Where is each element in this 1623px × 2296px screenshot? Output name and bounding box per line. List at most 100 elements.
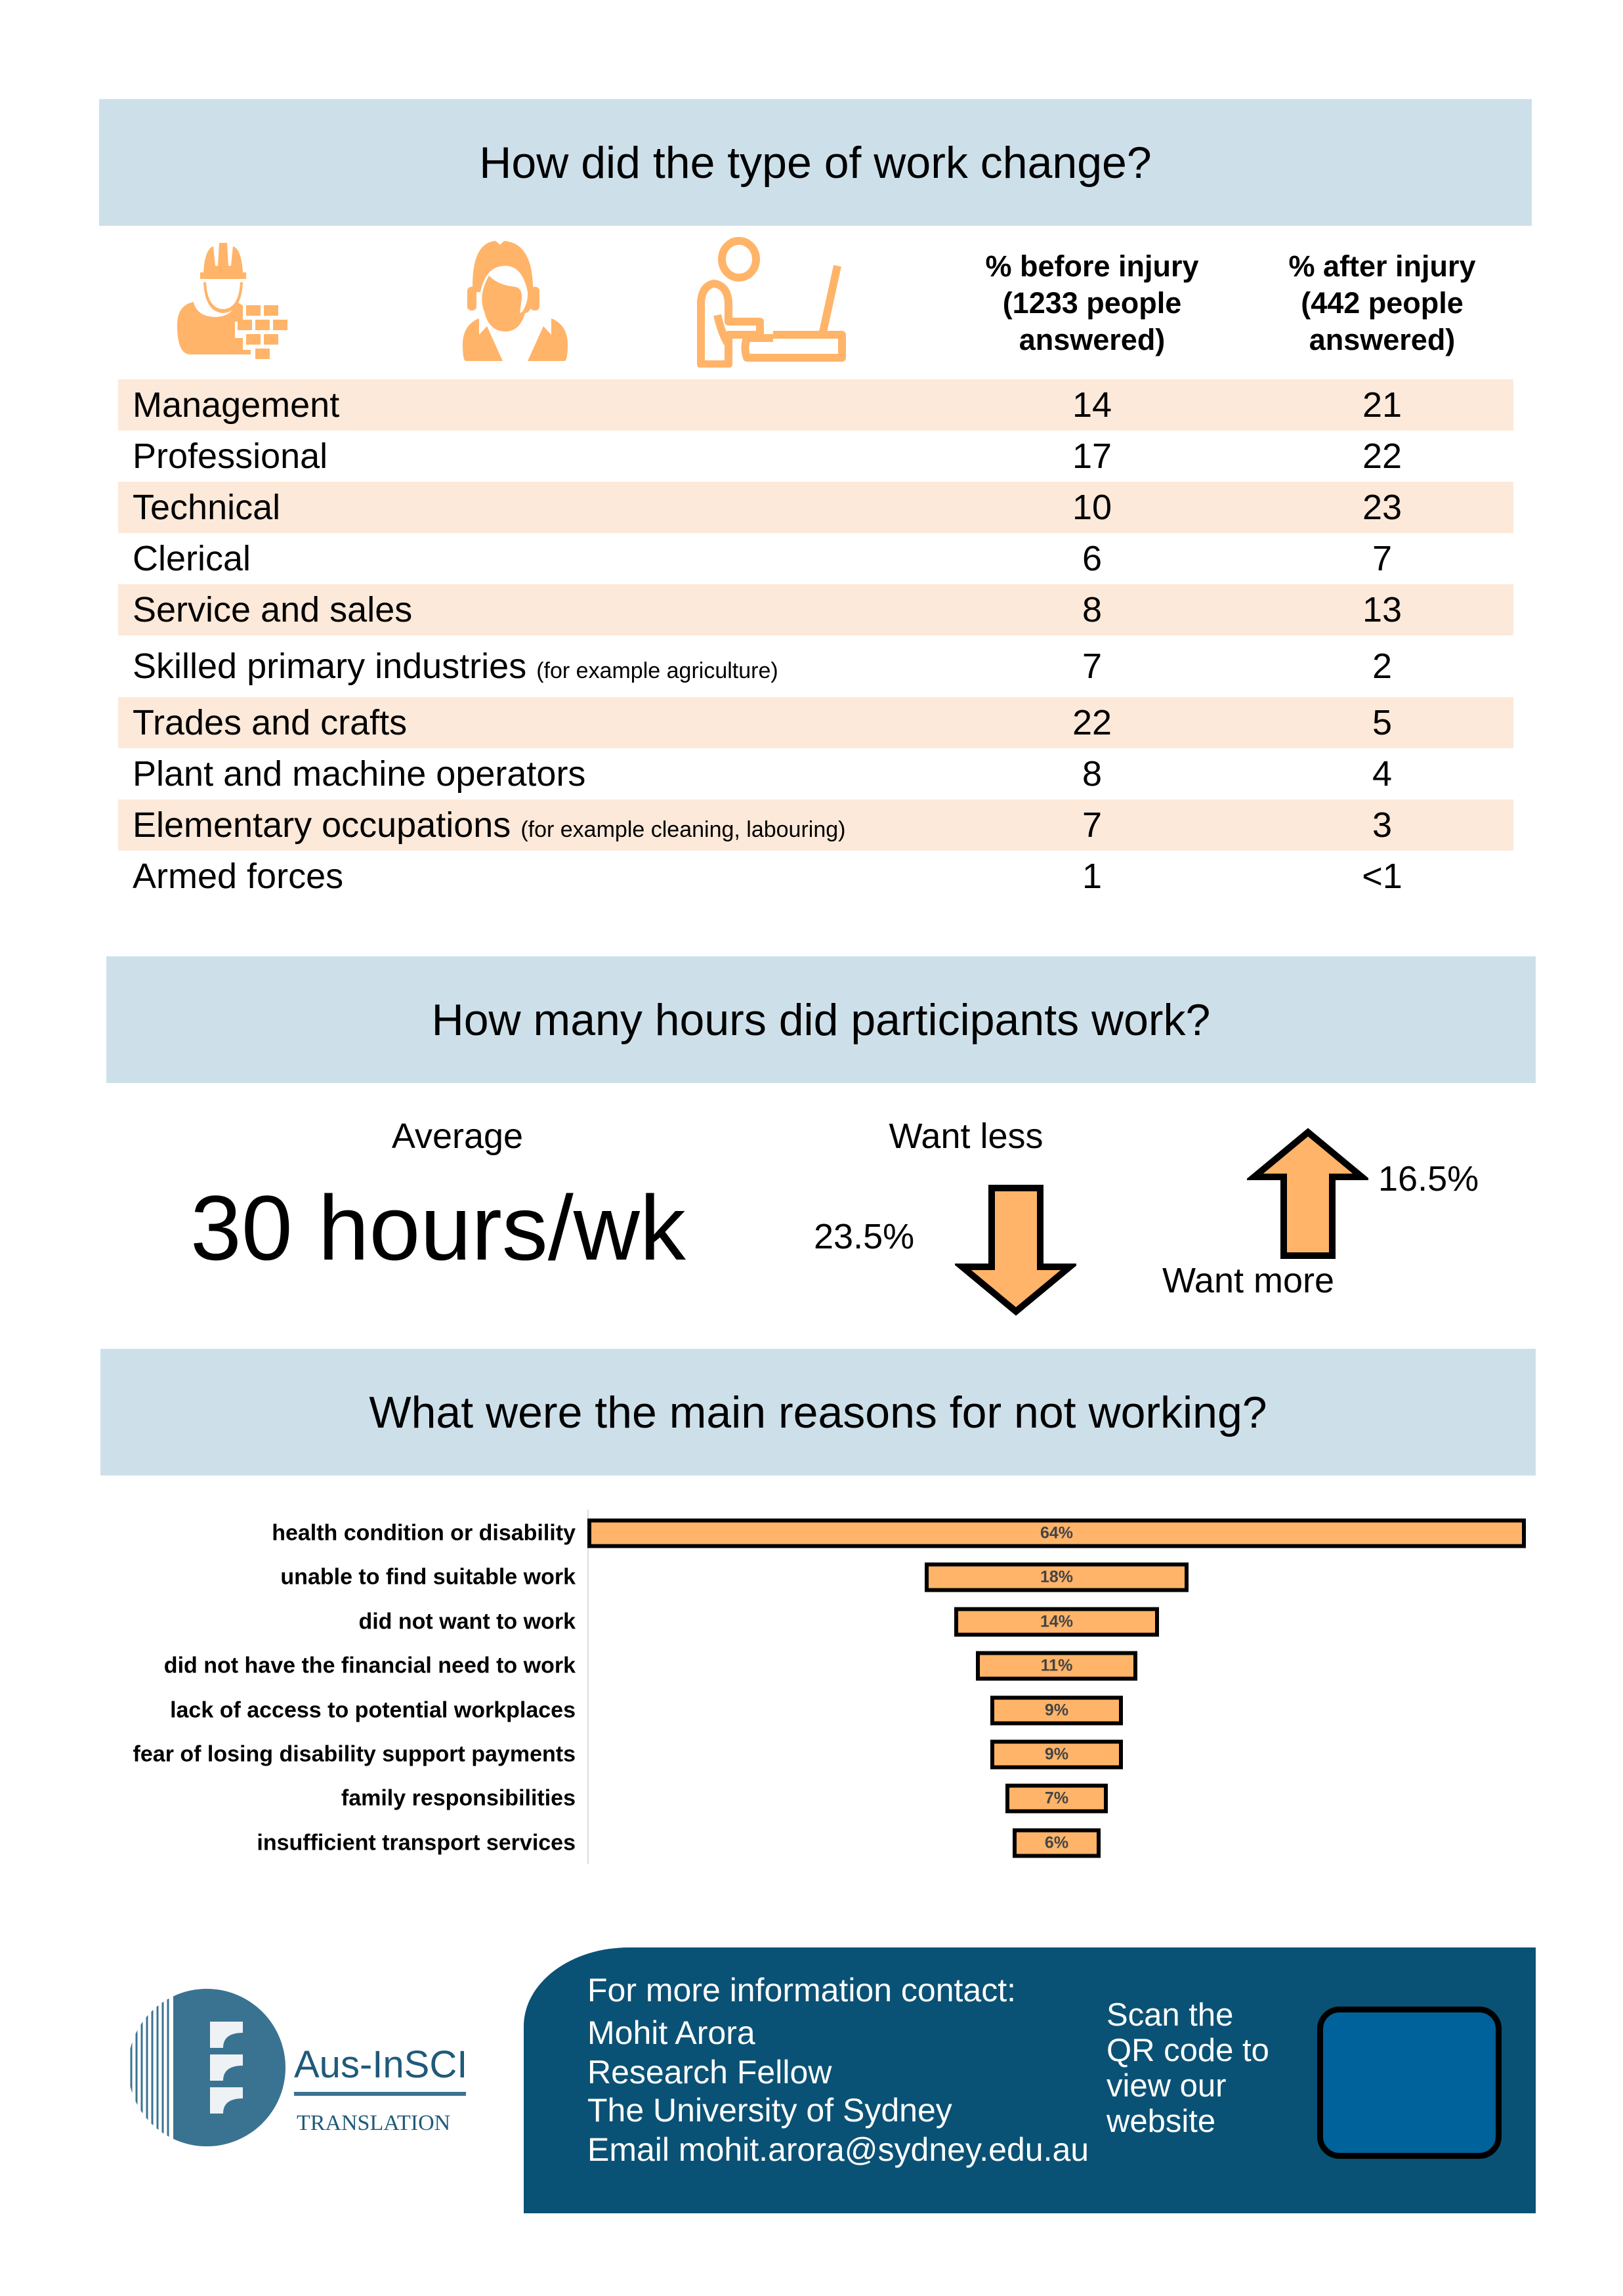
aus-insci-logo: Aus-InSCI TRANSLATION	[128, 1989, 467, 2146]
row-label: Skilled primary industries (for example …	[133, 647, 778, 686]
value-after: 7	[1372, 539, 1393, 578]
value-before: 1	[1082, 857, 1103, 896]
logo-subtext: TRANSLATION	[297, 2111, 450, 2135]
row-label: Technical	[133, 488, 281, 527]
chart-data-label: 9%	[1044, 1745, 1069, 1764]
col-before-line: (1233 people	[1002, 286, 1182, 320]
value-after: 22	[1362, 436, 1402, 476]
col-before-line: answered)	[1019, 323, 1166, 356]
row-note: (for example agriculture)	[536, 658, 778, 683]
chart-data-label: 18%	[1040, 1567, 1074, 1586]
table-row: Elementary occupations (for example clea…	[118, 799, 1513, 851]
office-worker-laptop-icon	[697, 237, 846, 368]
section-title: What were the main reasons for not worki…	[369, 1387, 1267, 1437]
chart-axis-line	[587, 1510, 589, 1864]
chart-data-label: 7%	[1044, 1789, 1069, 1808]
table-row: Clerical 6 7	[118, 533, 1513, 584]
value-after: <1	[1362, 857, 1402, 896]
row-label: Professional	[133, 436, 328, 476]
value-before: 7	[1082, 647, 1103, 686]
chart-bar: 9%	[990, 1695, 1123, 1726]
value-after: 3	[1372, 805, 1393, 845]
row-label: Management	[133, 385, 340, 425]
chart-category-label: family responsibilities	[341, 1785, 576, 1811]
qr-instruction-line: view our	[1107, 2068, 1227, 2104]
value-after: 23	[1362, 488, 1402, 527]
qr-instruction-line: website	[1107, 2104, 1216, 2139]
table-row: Service and sales 8 13	[118, 584, 1513, 635]
value-before: 10	[1072, 488, 1112, 527]
value-before: 22	[1072, 703, 1112, 742]
qr-instruction-line: QR code to	[1107, 2033, 1269, 2068]
chart-bar: 9%	[990, 1739, 1123, 1770]
table-row: Management 14 21	[118, 379, 1513, 431]
chart-category-label: did not want to work	[358, 1609, 576, 1634]
chart-category-label: lack of access to potential workplaces	[170, 1697, 576, 1723]
chart-bar: 6%	[1012, 1828, 1101, 1858]
col-after-line: answered)	[1309, 323, 1456, 356]
construction-worker-icon	[177, 243, 287, 359]
chart-category-label: health condition or disability	[272, 1520, 576, 1546]
call-center-agent-icon	[463, 241, 568, 361]
average-hours-value: 30 hours/wk	[190, 1176, 686, 1279]
table-row: Plant and machine operators 8 4	[118, 748, 1513, 799]
chart-data-label: 11%	[1040, 1656, 1073, 1675]
chart-data-label: 6%	[1044, 1833, 1069, 1852]
chart-data-label: 14%	[1040, 1612, 1074, 1631]
chart-bar: 11%	[976, 1651, 1137, 1681]
qr-instruction-line: Scan the	[1107, 1997, 1234, 2033]
row-label: Trades and crafts	[133, 703, 408, 742]
chart-bar: 14%	[954, 1607, 1160, 1637]
contact-email[interactable]: Email mohit.arora@sydney.edu.au	[587, 2131, 1089, 2168]
row-label: Elementary occupations (for example clea…	[133, 805, 846, 845]
row-note: (for example cleaning, labouring)	[520, 817, 846, 842]
section-header-work-type: How did the type of work change?	[99, 99, 1532, 226]
contact-line: For more information contact:	[587, 1972, 1017, 2009]
column-header-after: % after injury (442 people answered)	[1251, 248, 1513, 358]
value-after: 2	[1372, 647, 1393, 686]
chart-category-label: insufficient transport services	[257, 1830, 576, 1856]
section-title: How many hours did participants work?	[431, 994, 1211, 1045]
contact-line: Research Fellow	[587, 2054, 832, 2091]
arrow-down-icon	[955, 1185, 1076, 1316]
table-row: Armed forces 1 <1	[118, 851, 1513, 902]
value-after: 5	[1372, 703, 1393, 742]
chart-bar: 7%	[1005, 1783, 1108, 1814]
table-row: Skilled primary industries (for example …	[118, 635, 1513, 697]
value-before: 6	[1082, 539, 1103, 578]
want-less-label: Want less	[889, 1116, 1043, 1156]
row-label: Plant and machine operators	[133, 754, 586, 794]
chart-data-label: 9%	[1044, 1701, 1069, 1720]
column-header-before: % before injury (1233 people answered)	[961, 248, 1223, 358]
value-after: 4	[1372, 754, 1393, 794]
chart-bar: 64%	[587, 1518, 1526, 1548]
want-more-label: Want more	[1162, 1261, 1335, 1300]
col-after-line: (442 people	[1301, 286, 1464, 320]
section-title: How did the type of work change?	[479, 137, 1152, 188]
row-label: Clerical	[133, 539, 251, 578]
chart-data-label: 64%	[1040, 1523, 1074, 1542]
row-label: Armed forces	[133, 857, 344, 896]
chart-category-label: did not have the financial need to work	[163, 1653, 576, 1678]
average-label: Average	[391, 1116, 524, 1156]
value-after: 21	[1362, 385, 1402, 425]
contact-line: Mohit Arora	[587, 2014, 755, 2051]
chart-category-label: fear of losing disability support paymen…	[133, 1741, 576, 1767]
section-header-reasons: What were the main reasons for not worki…	[100, 1349, 1536, 1476]
qr-code-placeholder[interactable]	[1317, 2007, 1502, 2159]
value-before: 8	[1082, 754, 1103, 794]
value-before: 7	[1082, 805, 1103, 845]
section-header-hours: How many hours did participants work?	[106, 956, 1536, 1083]
logo-text: Aus-InSCI	[294, 2043, 467, 2086]
want-more-value: 16.5%	[1378, 1159, 1479, 1199]
table-row: Trades and crafts 22 5	[118, 697, 1513, 748]
chart-bar: 18%	[924, 1562, 1189, 1592]
arrow-up-icon	[1247, 1128, 1368, 1259]
value-after: 13	[1362, 590, 1402, 629]
value-before: 14	[1072, 385, 1112, 425]
col-before-line: % before injury	[985, 249, 1199, 283]
contact-line: The University of Sydney	[587, 2092, 952, 2129]
value-before: 17	[1072, 436, 1112, 476]
table-row: Professional 17 22	[118, 431, 1513, 482]
value-before: 8	[1082, 590, 1103, 629]
